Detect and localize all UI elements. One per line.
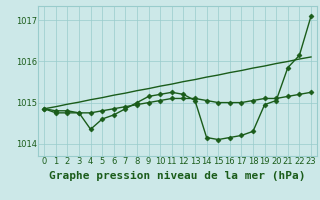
X-axis label: Graphe pression niveau de la mer (hPa): Graphe pression niveau de la mer (hPa) bbox=[49, 171, 306, 181]
